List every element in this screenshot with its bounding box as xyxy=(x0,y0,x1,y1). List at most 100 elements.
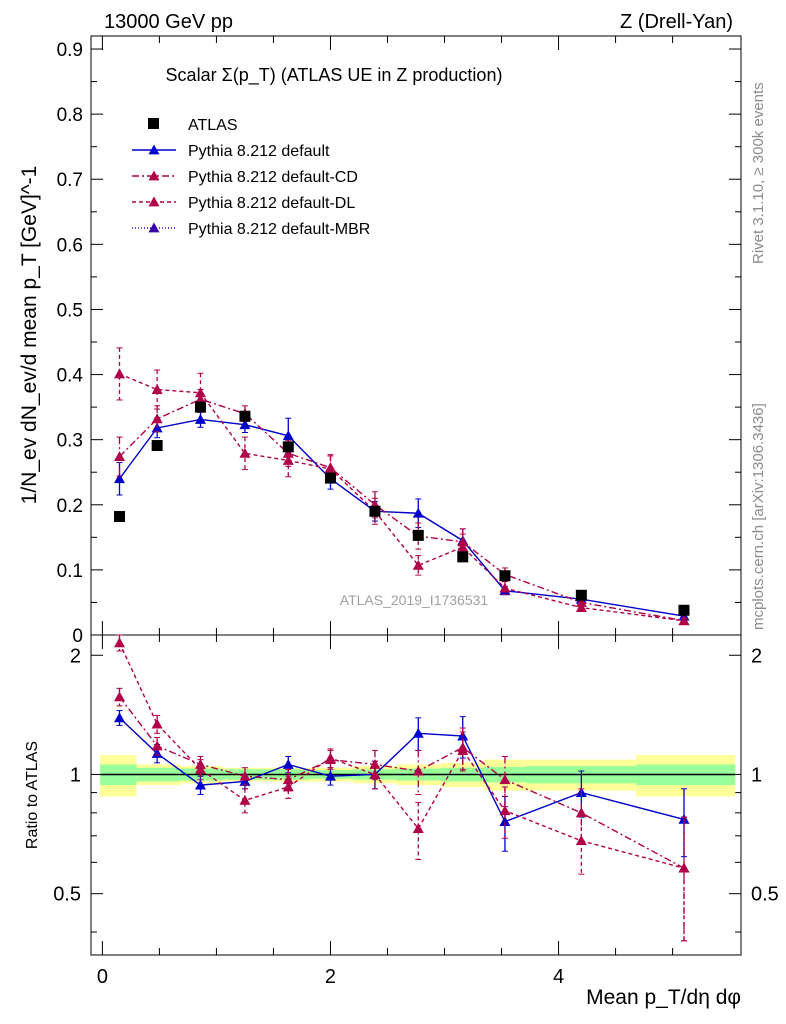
series-marker xyxy=(412,559,424,570)
y-tick-label: 0.1 xyxy=(57,561,83,582)
ratio-marker xyxy=(575,835,587,846)
ratio-series-line xyxy=(118,642,685,869)
ratio-marker xyxy=(151,718,163,729)
legend: ATLAS Pythia 8.212 default Pythia 8.212 de… xyxy=(132,117,370,238)
series-marker xyxy=(499,582,511,593)
ratio-marker xyxy=(499,774,511,785)
series-marker xyxy=(412,507,424,518)
series-marker xyxy=(282,455,294,465)
ratio-marker xyxy=(239,794,251,805)
legend-marker-data xyxy=(148,118,159,129)
ratio-marker xyxy=(194,779,206,790)
ratio-marker xyxy=(114,712,126,723)
legend-label: Pythia 8.212 default-DL xyxy=(188,195,355,212)
ratio-marker xyxy=(282,758,294,769)
series-marker xyxy=(151,413,163,424)
ratio-marker xyxy=(114,637,126,648)
x-axis-title: Mean p_T/dη dφ xyxy=(586,986,741,1009)
y-tick-label: 0.2 xyxy=(57,496,83,517)
ratio-marker xyxy=(239,775,251,786)
ratio-marker xyxy=(412,823,424,833)
data-point xyxy=(151,440,163,452)
ratio-panel-frame xyxy=(90,634,742,956)
series-marker xyxy=(114,473,126,484)
plot-title: Scalar Σ(p_T) (ATLAS UE in Z production) xyxy=(166,65,503,86)
series-marker xyxy=(194,393,206,404)
ratio-plot-area xyxy=(100,634,736,942)
series-marker xyxy=(151,384,163,394)
series-line xyxy=(119,398,685,622)
series-marker xyxy=(575,602,587,613)
series-line xyxy=(118,418,685,617)
series-marker xyxy=(239,419,251,430)
series-marker xyxy=(324,463,336,474)
series-marker xyxy=(114,368,126,379)
y-tick-label: 0.3 xyxy=(57,431,83,452)
legend-marker xyxy=(148,170,160,181)
legend-label: ATLAS xyxy=(188,117,238,134)
series-marker xyxy=(239,447,251,458)
data-point xyxy=(194,401,206,413)
ratio-marker xyxy=(194,763,206,774)
ratio-tick-label-right: 2 xyxy=(751,645,762,667)
data-point xyxy=(499,570,511,582)
main-plot-area xyxy=(114,347,690,626)
ratio-marker xyxy=(151,740,163,751)
ratio-marker xyxy=(324,752,336,763)
ratio-marker xyxy=(412,765,424,776)
legend-marker xyxy=(148,144,160,155)
process-label: Z (Drell-Yan) xyxy=(620,11,733,33)
x-tick-label: 0 xyxy=(97,966,108,988)
series-marker xyxy=(457,541,469,552)
legend-marker xyxy=(148,222,160,233)
ratio-marker xyxy=(369,768,381,779)
ratio-marker xyxy=(282,781,294,792)
data-point xyxy=(324,472,336,484)
ratio-marker xyxy=(239,770,251,781)
series-marker xyxy=(282,430,294,441)
ratio-marker xyxy=(499,816,511,827)
legend-label: Pythia 8.212 default xyxy=(188,143,330,160)
ratio-marker xyxy=(114,691,126,702)
y-tick-label: 0.8 xyxy=(57,105,83,126)
x-tick-label: 2 xyxy=(325,966,336,988)
series-marker xyxy=(194,387,206,398)
data-point xyxy=(678,604,690,616)
legend-marker xyxy=(148,196,160,207)
series-marker xyxy=(678,615,690,626)
series-marker xyxy=(114,451,126,462)
ratio-marker xyxy=(412,727,424,738)
ratio-marker xyxy=(457,744,469,755)
ratio-tick-label-left: 2 xyxy=(70,645,81,667)
energy-label: 13000 GeV pp xyxy=(104,11,233,33)
x-tick-label: 4 xyxy=(553,966,564,988)
ratio-series-line xyxy=(119,717,685,823)
ratio-marker xyxy=(324,770,336,781)
data-point xyxy=(412,529,424,541)
data-point xyxy=(239,410,251,422)
ratio-tick-label-left: 0.5 xyxy=(53,884,81,906)
y-tick-label: 0.4 xyxy=(57,366,84,387)
legend-label: Pythia 8.212 default-CD xyxy=(188,169,358,186)
ratio-axis-title: Ratio to ATLAS xyxy=(24,741,41,849)
ratio-axis: 0 2 4 0.5 0.5 1 1 2 2 xyxy=(53,635,779,988)
y-tick-label: 0.5 xyxy=(57,300,83,321)
series-marker xyxy=(194,413,206,424)
rivet-label: Rivet 3.1.10, ≥ 300k events xyxy=(750,82,767,264)
main-axis: 0.1 0.2 0.3 0.4 0.5 0.6 0.7 0.8 0.9 0 xyxy=(57,36,741,647)
data-point xyxy=(114,511,126,523)
ratio-marker xyxy=(678,862,690,873)
data-point xyxy=(575,589,587,601)
y-axis-title: 1/N_ev dN_ev/d mean p_T [GeV]^-1 xyxy=(18,166,41,505)
site-label: mcplots.cern.ch [arXiv:1306.3436] xyxy=(750,403,767,630)
ratio-marker xyxy=(499,805,511,816)
ratio-tick-label-right: 0.5 xyxy=(751,884,779,906)
ratio-tick-label-right: 1 xyxy=(751,764,762,786)
data-point xyxy=(369,505,381,517)
analysis-watermark: ATLAS_2019_I1736531 xyxy=(340,592,489,608)
series-line xyxy=(119,373,685,622)
legend-label: Pythia 8.212 default-MBR xyxy=(188,221,370,238)
ratio-marker xyxy=(575,807,587,818)
data-point xyxy=(457,551,469,563)
